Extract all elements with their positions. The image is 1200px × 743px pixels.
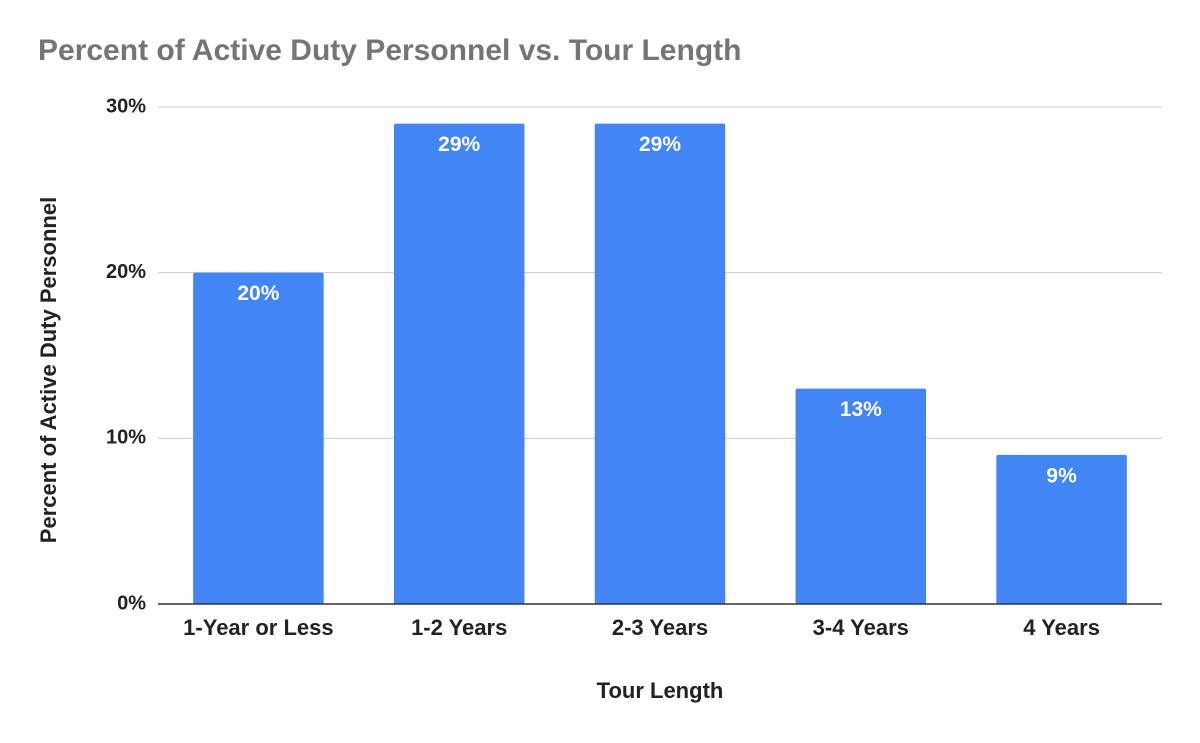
value-label: 13%	[840, 398, 882, 421]
bar	[594, 123, 726, 605]
value-label: 29%	[639, 133, 681, 156]
x-axis-title: Tour Length	[597, 678, 724, 703]
value-label: 9%	[1046, 464, 1077, 487]
y-tick-label: 30%	[106, 95, 146, 117]
value-label: 29%	[438, 133, 480, 156]
y-axis-title: Percent of Active Duty Personnel	[36, 197, 61, 543]
x-tick-label: 4 Years	[1023, 615, 1100, 640]
value-label: 20%	[237, 282, 279, 305]
bar	[795, 388, 927, 604]
y-tick-label: 20%	[106, 261, 146, 283]
x-tick-label: 1-2 Years	[411, 615, 507, 640]
x-tick-label: 1-Year or Less	[183, 615, 333, 640]
bar	[393, 123, 525, 605]
y-tick-label: 0%	[117, 592, 146, 614]
x-tick-label: 3-4 Years	[813, 615, 909, 640]
x-tick-label: 2-3 Years	[612, 615, 708, 640]
y-tick-label: 10%	[106, 427, 146, 449]
bar	[193, 272, 324, 604]
bar	[996, 454, 1127, 604]
chart-title: Percent of Active Duty Personnel vs. Tou…	[38, 34, 741, 67]
